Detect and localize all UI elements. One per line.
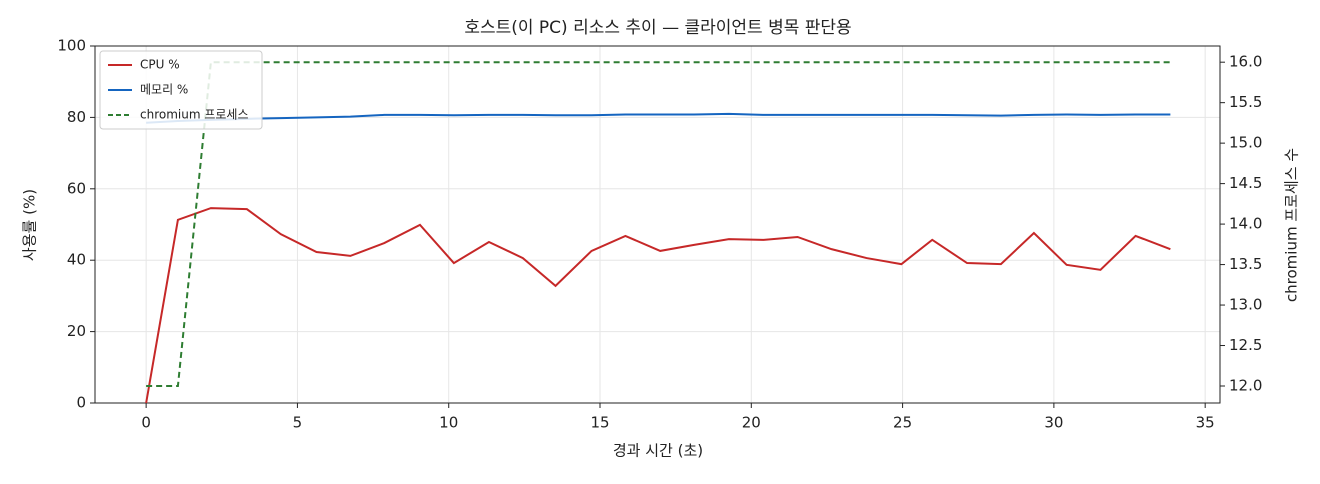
y2-tick-label: 12.5	[1229, 336, 1262, 354]
legend: CPU % 메모리 % chromium 프로세스	[99, 50, 263, 130]
legend-label: CPU %	[140, 58, 180, 72]
y2-tick-label: 13.5	[1229, 255, 1262, 273]
x-tick-label: 35	[1196, 414, 1215, 432]
y-tick-label: 100	[57, 37, 86, 55]
y-tick-label: 0	[76, 394, 86, 412]
chart-title: 호스트(이 PC) 리소스 추이 — 클라이언트 병목 판단용	[464, 18, 851, 38]
x-tick-label: 15	[590, 414, 609, 432]
y2-tick-label: 13.0	[1229, 296, 1262, 314]
x-tick-label: 30	[1044, 414, 1063, 432]
x-tick-label: 10	[439, 414, 458, 432]
series-line	[146, 61, 1171, 387]
y2-tick-label: 16.0	[1229, 53, 1262, 71]
y2-tick-label: 15.0	[1229, 134, 1262, 152]
y2-tick-label: 14.5	[1229, 174, 1262, 192]
series-line	[146, 112, 1171, 124]
y2-tick-label: 12.0	[1229, 377, 1262, 395]
x-axis-label: 경과 시간 (초)	[613, 442, 703, 460]
x-tick-label: 5	[293, 414, 303, 432]
y-tick-label: 60	[67, 179, 86, 197]
x-tick-label: 0	[141, 414, 151, 432]
series-line	[145, 207, 1171, 404]
legend-box	[99, 50, 263, 130]
y-axis-label: 사용률 (%)	[21, 189, 39, 261]
plot-frame	[94, 45, 1221, 404]
legend-label: 메모리 %	[140, 83, 188, 97]
y-tick-label: 80	[67, 108, 86, 126]
y2-tick-label: 14.0	[1229, 215, 1262, 233]
y2-axis-label: chromium 프로세스 수	[1283, 148, 1301, 302]
y-tick-label: 20	[67, 322, 86, 340]
legend-label: chromium 프로세스	[140, 108, 249, 122]
y2-tick-label: 15.5	[1229, 93, 1262, 111]
x-tick-label: 20	[742, 414, 761, 432]
y-tick-label: 40	[67, 251, 86, 269]
x-tick-label: 25	[893, 414, 912, 432]
